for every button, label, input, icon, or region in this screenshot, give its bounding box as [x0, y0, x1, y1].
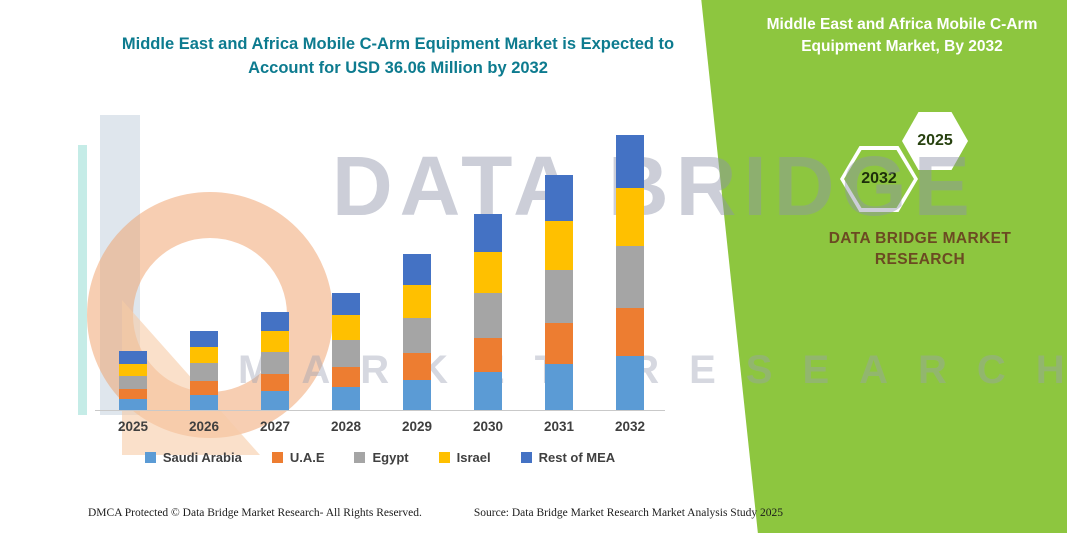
bar-segment-israel-2030 [474, 252, 502, 294]
legend-swatch-israel [438, 452, 450, 463]
watermark-market-research: MARKET RESEARCH [238, 348, 1067, 392]
bar-segment-u-a-e-2025 [119, 388, 147, 399]
legend-label-egypt: Egypt [372, 450, 409, 465]
bar-segment-saudi-arabia-2031 [545, 364, 573, 410]
brand-text: DATA BRIDGE MARKET RESEARCH [800, 228, 1040, 270]
side-panel-background [701, 0, 1067, 533]
x-axis-label-2029: 2029 [401, 419, 433, 434]
bar-2029: 2029 [402, 121, 432, 434]
plot-area: 2025 2026 2027 2028 2029 2030 2031 2032 [95, 121, 665, 434]
bar-segment-egypt-2030 [474, 293, 502, 338]
bar-segment-israel-2026 [190, 346, 218, 364]
bar-segment-u-a-e-2028 [332, 366, 360, 388]
x-axis-label-2030: 2030 [472, 419, 504, 434]
bar-segment-saudi-arabia-2032 [616, 355, 644, 410]
bar-segment-egypt-2029 [403, 317, 431, 353]
bar-segment-saudi-arabia-2029 [403, 379, 431, 410]
bar-segment-rest-of-mea-2026 [190, 331, 218, 347]
chart-title-line1: Middle East and Africa Mobile C-Arm Equi… [121, 35, 675, 53]
bar-segment-israel-2028 [332, 315, 360, 340]
bar-segment-u-a-e-2030 [474, 337, 502, 372]
bar-segment-israel-2031 [545, 220, 573, 271]
footer: DMCA Protected © Data Bridge Market Rese… [88, 507, 783, 519]
x-axis-label-2027: 2027 [259, 419, 291, 434]
legend-label-israel: Israel [456, 450, 491, 465]
legend-label-u-a-e: U.A.E [289, 450, 325, 465]
legend-label-rest-of-mea: Rest of MEA [538, 450, 616, 465]
hexagon-2032-label: 2032 [861, 170, 897, 187]
bar-segment-rest-of-mea-2025 [119, 351, 147, 364]
legend-swatch-egypt [354, 452, 366, 463]
bar-segment-rest-of-mea-2029 [403, 254, 431, 285]
bar-segment-saudi-arabia-2028 [332, 387, 360, 410]
bar-segment-saudi-arabia-2027 [261, 390, 289, 410]
legend-item-egypt: Egypt [354, 450, 409, 465]
hexagon-2032-fill [844, 150, 914, 208]
bar-segment-rest-of-mea-2031 [545, 174, 573, 221]
bar-segment-israel-2027 [261, 331, 289, 353]
bar-segment-israel-2029 [403, 284, 431, 318]
x-axis-label-2032: 2032 [614, 419, 646, 434]
legend-item-rest-of-mea: Rest of MEA [520, 450, 616, 465]
bar-2028: 2028 [331, 121, 361, 434]
x-axis-label-2031: 2031 [543, 419, 575, 434]
bar-segment-egypt-2031 [545, 270, 573, 324]
bar-segment-saudi-arabia-2026 [190, 394, 218, 410]
legend-swatch-saudi-arabia [144, 452, 156, 463]
x-axis-label-2026: 2026 [188, 419, 220, 434]
brand-line2: RESEARCH [874, 251, 966, 268]
bar-segment-egypt-2025 [119, 375, 147, 389]
bar-segment-u-a-e-2031 [545, 323, 573, 365]
bar-segment-u-a-e-2026 [190, 381, 218, 395]
bar-segment-rest-of-mea-2030 [474, 213, 502, 253]
bar-segment-israel-2025 [119, 363, 147, 376]
side-panel: Middle East and Africa Mobile C-Arm Equi… [690, 0, 1067, 533]
bar-2026: 2026 [189, 121, 219, 434]
bar-segment-saudi-arabia-2025 [119, 398, 147, 410]
side-panel-title: Middle East and Africa Mobile C-Arm Equi… [766, 16, 1038, 55]
legend-item-u-a-e: U.A.E [271, 450, 325, 465]
bar-segment-saudi-arabia-2030 [474, 371, 502, 410]
bar-segment-egypt-2027 [261, 352, 289, 375]
bar-2031: 2031 [544, 121, 574, 434]
bar-segment-egypt-2028 [332, 339, 360, 367]
bar-segment-egypt-2026 [190, 363, 218, 382]
watermark-data-bridge: DATA BRIDGE [332, 139, 977, 233]
x-axis-label-2025: 2025 [117, 419, 149, 434]
bar-segment-egypt-2032 [616, 245, 644, 308]
chart-title: Middle East and Africa Mobile C-Arm Equi… [88, 32, 708, 80]
legend: Saudi Arabia U.A.E Egypt Israel Rest of MEA [88, 450, 672, 465]
hexagon-2025-label: 2025 [917, 132, 953, 149]
footer-dmca: DMCA Protected © Data Bridge Market Rese… [88, 507, 422, 519]
legend-item-saudi-arabia: Saudi Arabia [144, 450, 242, 465]
hexagon-2032: 2032 [840, 146, 918, 212]
chart-title-line2: Account for USD 36.06 Million by 2032 [248, 59, 548, 77]
brand-line1: DATA BRIDGE MARKET [828, 230, 1012, 247]
bar-segment-u-a-e-2032 [616, 307, 644, 356]
legend-swatch-rest-of-mea [520, 452, 532, 463]
bar-segment-rest-of-mea-2027 [261, 312, 289, 332]
bar-2030: 2030 [473, 121, 503, 434]
bar-segment-rest-of-mea-2028 [332, 292, 360, 316]
legend-item-israel: Israel [438, 450, 491, 465]
footer-source: Source: Data Bridge Market Research Mark… [473, 507, 784, 519]
bar-segment-rest-of-mea-2032 [616, 134, 644, 188]
logo-teal-stripe [78, 145, 87, 415]
bar-2027: 2027 [260, 121, 290, 434]
bar-2032: 2032 [615, 121, 645, 434]
bar-segment-israel-2032 [616, 187, 644, 246]
bar-segment-u-a-e-2029 [403, 352, 431, 380]
legend-label-saudi-arabia: Saudi Arabia [162, 450, 242, 465]
x-axis-label-2028: 2028 [330, 419, 362, 434]
bar-2025: 2025 [118, 121, 148, 434]
legend-swatch-u-a-e [271, 452, 283, 463]
bar-segment-u-a-e-2027 [261, 374, 289, 391]
